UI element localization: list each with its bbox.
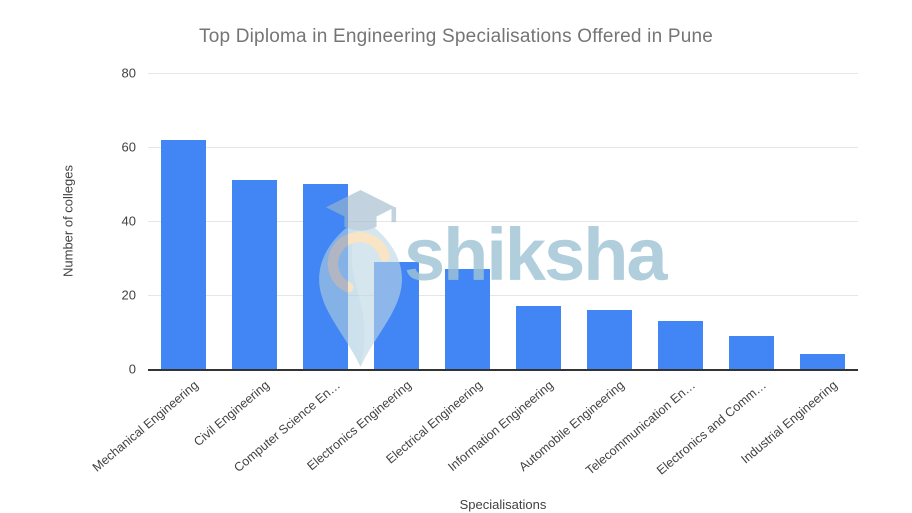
bar <box>161 139 206 369</box>
bar <box>374 261 419 369</box>
watermark-text: shiksha <box>404 213 668 296</box>
gridline <box>148 147 858 148</box>
y-tick-label: 60 <box>121 139 136 155</box>
y-tick-label: 20 <box>121 287 136 303</box>
bar <box>303 184 348 369</box>
y-tick-label: 0 <box>128 361 136 377</box>
x-axis-title: Specialisations <box>459 497 547 512</box>
bar <box>445 269 490 369</box>
bar <box>800 354 845 369</box>
x-tick-label: Mechanical Engineering <box>89 378 201 475</box>
chart-title: Top Diploma in Engineering Specialisatio… <box>199 26 713 47</box>
bar <box>658 320 703 369</box>
gridline <box>148 73 858 74</box>
bar <box>516 306 561 369</box>
y-tick-label: 40 <box>121 213 136 229</box>
y-axis-title: Number of colleges <box>60 165 76 277</box>
bar <box>232 180 277 369</box>
x-axis-line <box>148 369 858 371</box>
bar <box>587 309 632 369</box>
gridline <box>148 295 858 296</box>
bar <box>729 335 774 369</box>
gridline <box>148 221 858 222</box>
y-tick-label: 80 <box>121 65 136 81</box>
